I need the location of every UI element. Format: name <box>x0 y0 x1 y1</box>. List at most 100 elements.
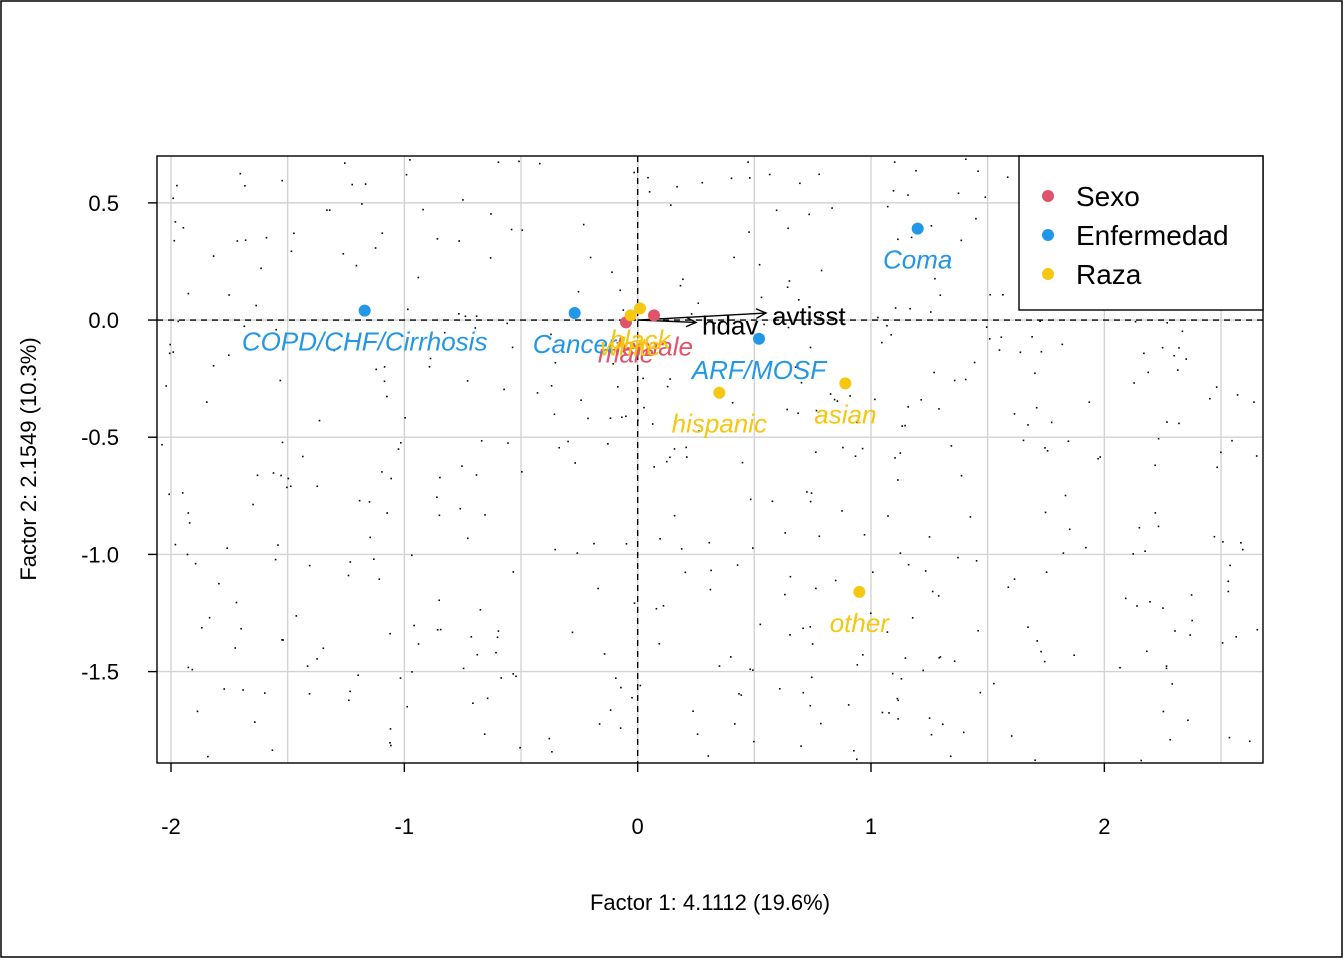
observation-dot <box>206 401 208 403</box>
observation-dot <box>763 323 765 326</box>
observation-dot <box>849 395 851 397</box>
observation-dot <box>279 379 282 382</box>
legend-marker <box>1042 229 1054 241</box>
observation-dot <box>161 443 163 446</box>
observation-dot <box>1227 590 1230 593</box>
observation-dot <box>938 657 940 659</box>
observation-dot <box>897 699 899 702</box>
observation-dot <box>842 446 844 449</box>
observation-dot <box>497 630 500 632</box>
observation-dot <box>603 653 606 655</box>
observation-dot <box>685 446 687 449</box>
observation-dot <box>894 457 896 459</box>
observation-dot <box>620 686 622 689</box>
observation-dot <box>736 564 739 566</box>
legend-label: Enfermedad <box>1076 220 1229 251</box>
observation-dot <box>475 474 478 476</box>
observation-dot <box>172 351 175 353</box>
grid-layer <box>157 156 1263 763</box>
observation-dot <box>490 213 492 215</box>
observation-dot <box>413 624 415 627</box>
observation-dot <box>390 744 392 747</box>
observation-dot <box>1231 439 1233 442</box>
category-point <box>568 307 581 320</box>
observation-dot <box>887 515 889 517</box>
vector-label: avtisst <box>772 301 846 331</box>
observation-dot <box>909 307 911 310</box>
observation-dot <box>707 755 710 757</box>
observation-dot <box>953 379 956 382</box>
observation-dot <box>698 430 700 432</box>
observation-dot <box>870 612 872 615</box>
observation-dot <box>458 240 460 242</box>
observation-dot <box>439 476 441 479</box>
observation-dot <box>1088 401 1091 403</box>
observation-dot <box>1227 580 1230 583</box>
observation-dot <box>567 440 569 443</box>
observation-dot <box>404 417 406 419</box>
observation-dot <box>293 232 295 235</box>
vector-arrow-head <box>685 316 698 328</box>
observation-dot <box>399 677 402 679</box>
observation-dot <box>168 493 170 496</box>
observation-dot <box>779 688 781 690</box>
observation-dot <box>587 417 589 420</box>
observation-dot <box>1166 322 1168 324</box>
observation-dot <box>979 691 982 694</box>
observation-dot <box>406 705 408 708</box>
observation-dot <box>824 412 827 414</box>
observation-dot <box>799 182 801 185</box>
observation-dot <box>900 678 903 680</box>
observation-dot <box>625 543 628 545</box>
observation-dot <box>521 229 524 231</box>
observation-dot <box>1143 352 1145 355</box>
observation-dot <box>1220 451 1222 454</box>
observation-dot <box>931 590 934 593</box>
observation-dot <box>439 628 442 631</box>
observation-dot <box>658 643 661 645</box>
observation-dot <box>818 535 821 538</box>
observation-dot <box>612 363 614 365</box>
observation-dot <box>417 276 420 279</box>
observation-dot <box>1045 571 1048 573</box>
observation-dot <box>518 160 520 163</box>
observation-dot <box>809 346 812 349</box>
observation-dot <box>949 755 952 758</box>
observation-dot <box>789 575 792 578</box>
observation-dot <box>1177 369 1179 371</box>
observation-dot <box>168 352 171 355</box>
observation-dot <box>582 223 585 226</box>
observation-dot <box>577 290 580 293</box>
observation-dot <box>1165 665 1168 667</box>
observation-dot <box>874 398 876 401</box>
observation-dot <box>1040 650 1042 653</box>
observation-dot <box>930 733 933 736</box>
observation-dot <box>495 651 497 654</box>
observation-dot <box>476 653 479 656</box>
observation-dot <box>308 693 311 695</box>
observation-dot <box>1099 456 1101 458</box>
category-label: black <box>610 324 673 354</box>
observation-dot <box>593 542 595 545</box>
y-tick-label: -1.5 <box>81 660 119 685</box>
observation-dot <box>901 425 903 427</box>
observation-dot <box>254 721 256 723</box>
observation-dot <box>1034 759 1036 761</box>
observation-dot <box>1162 710 1165 713</box>
observation-dot <box>1240 542 1242 544</box>
observation-dot <box>282 639 284 641</box>
observation-dot <box>915 169 917 172</box>
observation-dot <box>775 209 778 212</box>
observation-dot <box>462 199 464 201</box>
observation-dot <box>1085 546 1087 549</box>
observation-dot <box>212 365 215 367</box>
observation-dot <box>730 656 732 658</box>
observation-dot <box>1253 401 1255 403</box>
observation-dot <box>1216 466 1218 469</box>
category-label: Coma <box>883 245 952 275</box>
observation-dot <box>286 486 288 489</box>
observation-dot <box>357 674 359 676</box>
observation-dot <box>988 338 991 340</box>
observation-dot <box>950 445 953 447</box>
